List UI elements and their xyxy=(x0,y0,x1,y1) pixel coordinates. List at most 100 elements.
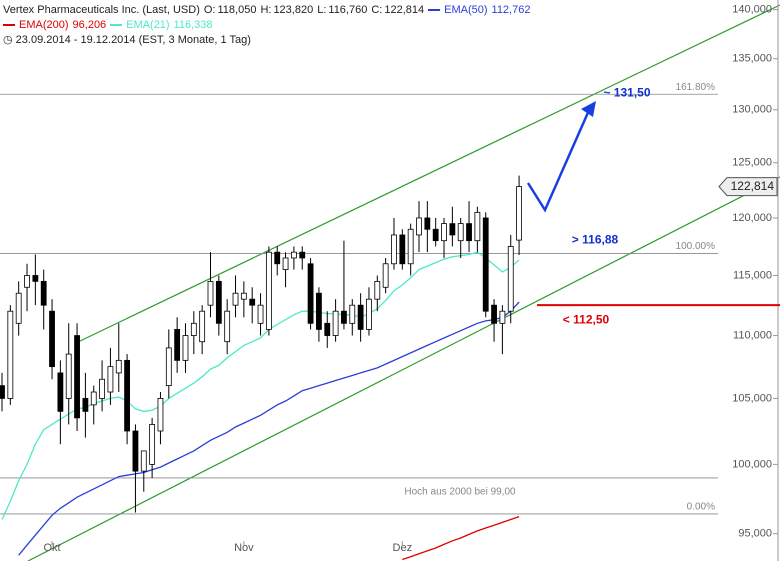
title: Vertex Pharmaceuticals Inc. (Last, USD) xyxy=(3,4,200,16)
legend-swatch xyxy=(110,24,123,27)
candle-body xyxy=(7,310,14,399)
candle-body xyxy=(265,251,272,330)
candle-body xyxy=(49,310,55,368)
legend-name: EMA(50) xyxy=(444,4,488,16)
candle-body xyxy=(0,385,5,399)
quote-name: L: xyxy=(317,4,327,16)
period: 23.09.2014 - 19.12.2014 (EST, 3 Monate, … xyxy=(15,34,251,46)
header: Vertex Pharmaceuticals Inc. (Last, USD) O… xyxy=(3,3,534,48)
quote-value: 116,760 xyxy=(328,4,368,16)
quote-name: O: xyxy=(203,4,216,16)
price-tag-label: 122,814 xyxy=(731,179,775,193)
y-tick-label: 120,000 xyxy=(732,212,772,224)
candle-body xyxy=(516,186,522,241)
candle-body xyxy=(99,378,105,399)
y-tick-label: 125,000 xyxy=(732,157,772,169)
x-tick-label: Nov xyxy=(234,542,254,554)
candle-body xyxy=(224,310,231,343)
legend-name: EMA(21) xyxy=(126,19,170,31)
candle-body xyxy=(399,234,406,265)
arrow-head xyxy=(581,101,596,117)
y-tick-label: 135,000 xyxy=(732,53,772,65)
candle-body xyxy=(341,310,347,324)
quote-value: 122,814 xyxy=(384,4,425,16)
candle-body xyxy=(149,424,156,465)
candle-body xyxy=(157,398,164,432)
level-label: 100.00% xyxy=(676,241,716,252)
y-tick-label: 115,000 xyxy=(733,269,772,281)
candle-body xyxy=(507,246,514,312)
target-label: < 112,50 xyxy=(563,312,610,326)
candle-body xyxy=(357,304,364,330)
legend-name: EMA(200) xyxy=(19,19,69,31)
price-tag xyxy=(718,177,778,197)
candle-body xyxy=(140,450,147,472)
candle-body xyxy=(432,228,439,242)
candle-body xyxy=(15,292,22,324)
x-tick-label: Dez xyxy=(393,542,413,554)
candle-body xyxy=(32,275,39,282)
candle-body xyxy=(274,251,281,265)
candle-body xyxy=(65,353,72,399)
ema-line xyxy=(402,515,520,561)
candle-body xyxy=(290,251,297,259)
candle-body xyxy=(316,292,322,330)
candle-body xyxy=(24,275,30,288)
candle-body xyxy=(499,310,506,324)
header-row: ◷ 23.09.2014 - 19.12.2014 (EST, 3 Monate… xyxy=(3,34,251,46)
candle-body xyxy=(382,263,389,288)
candle-body xyxy=(90,391,97,406)
candle-body xyxy=(165,347,172,387)
target-label: ~ 131,50 xyxy=(603,85,650,99)
candle-body xyxy=(307,263,314,324)
candle-body xyxy=(190,322,197,336)
candle-body xyxy=(416,217,422,236)
candle-body xyxy=(240,292,247,300)
candle-body xyxy=(457,223,464,242)
candle-body xyxy=(349,304,356,324)
candle-body xyxy=(466,223,472,242)
candle-body xyxy=(482,217,489,312)
quote-name: H: xyxy=(260,4,272,16)
channel-lower xyxy=(27,176,780,561)
candle-body xyxy=(374,280,381,300)
quote-value: 123,820 xyxy=(273,4,314,16)
level-label: 0.00% xyxy=(687,502,715,513)
candle-body xyxy=(249,298,256,306)
candle-body xyxy=(57,372,64,412)
level-label: 161.80% xyxy=(676,82,716,93)
y-tick-label: 95,000 xyxy=(738,528,772,540)
candle-body xyxy=(40,280,47,306)
quote-name: C: xyxy=(371,4,383,16)
candle-body xyxy=(74,335,80,419)
level-label: Hoch aus 2000 bei 99,00 xyxy=(404,487,516,498)
legend-swatch xyxy=(428,9,441,12)
candle-body xyxy=(207,280,214,306)
candle-body xyxy=(366,298,372,330)
candle-body xyxy=(424,217,431,230)
y-tick-label: 130,000 xyxy=(732,104,772,116)
legend-value: 112,762 xyxy=(491,4,531,16)
quote-value: 118,050 xyxy=(217,4,257,16)
legend-value: 96,206 xyxy=(72,19,107,31)
header-row: EMA(200) 96,206 EMA(21) 116,338 xyxy=(3,18,534,33)
y-tick-label: 110,000 xyxy=(733,329,772,341)
candle-body xyxy=(107,366,114,393)
candle-body xyxy=(332,310,339,336)
target-label: > 116,88 xyxy=(572,233,619,247)
ema-line xyxy=(18,301,520,556)
candle-body xyxy=(232,292,239,306)
forecast-arrow xyxy=(526,107,592,213)
legend-value: 116,338 xyxy=(173,19,213,31)
candle-body xyxy=(391,234,397,265)
candle-body xyxy=(441,223,447,242)
candle-body xyxy=(449,223,456,236)
y-tick-label: 100,000 xyxy=(732,458,772,470)
candle-body xyxy=(282,257,289,271)
header-row: Vertex Pharmaceuticals Inc. (Last, USD) O… xyxy=(3,3,534,18)
channel-upper xyxy=(77,4,780,343)
candle-body xyxy=(257,304,264,324)
legend-swatch xyxy=(3,24,15,27)
candle-body xyxy=(115,359,122,374)
